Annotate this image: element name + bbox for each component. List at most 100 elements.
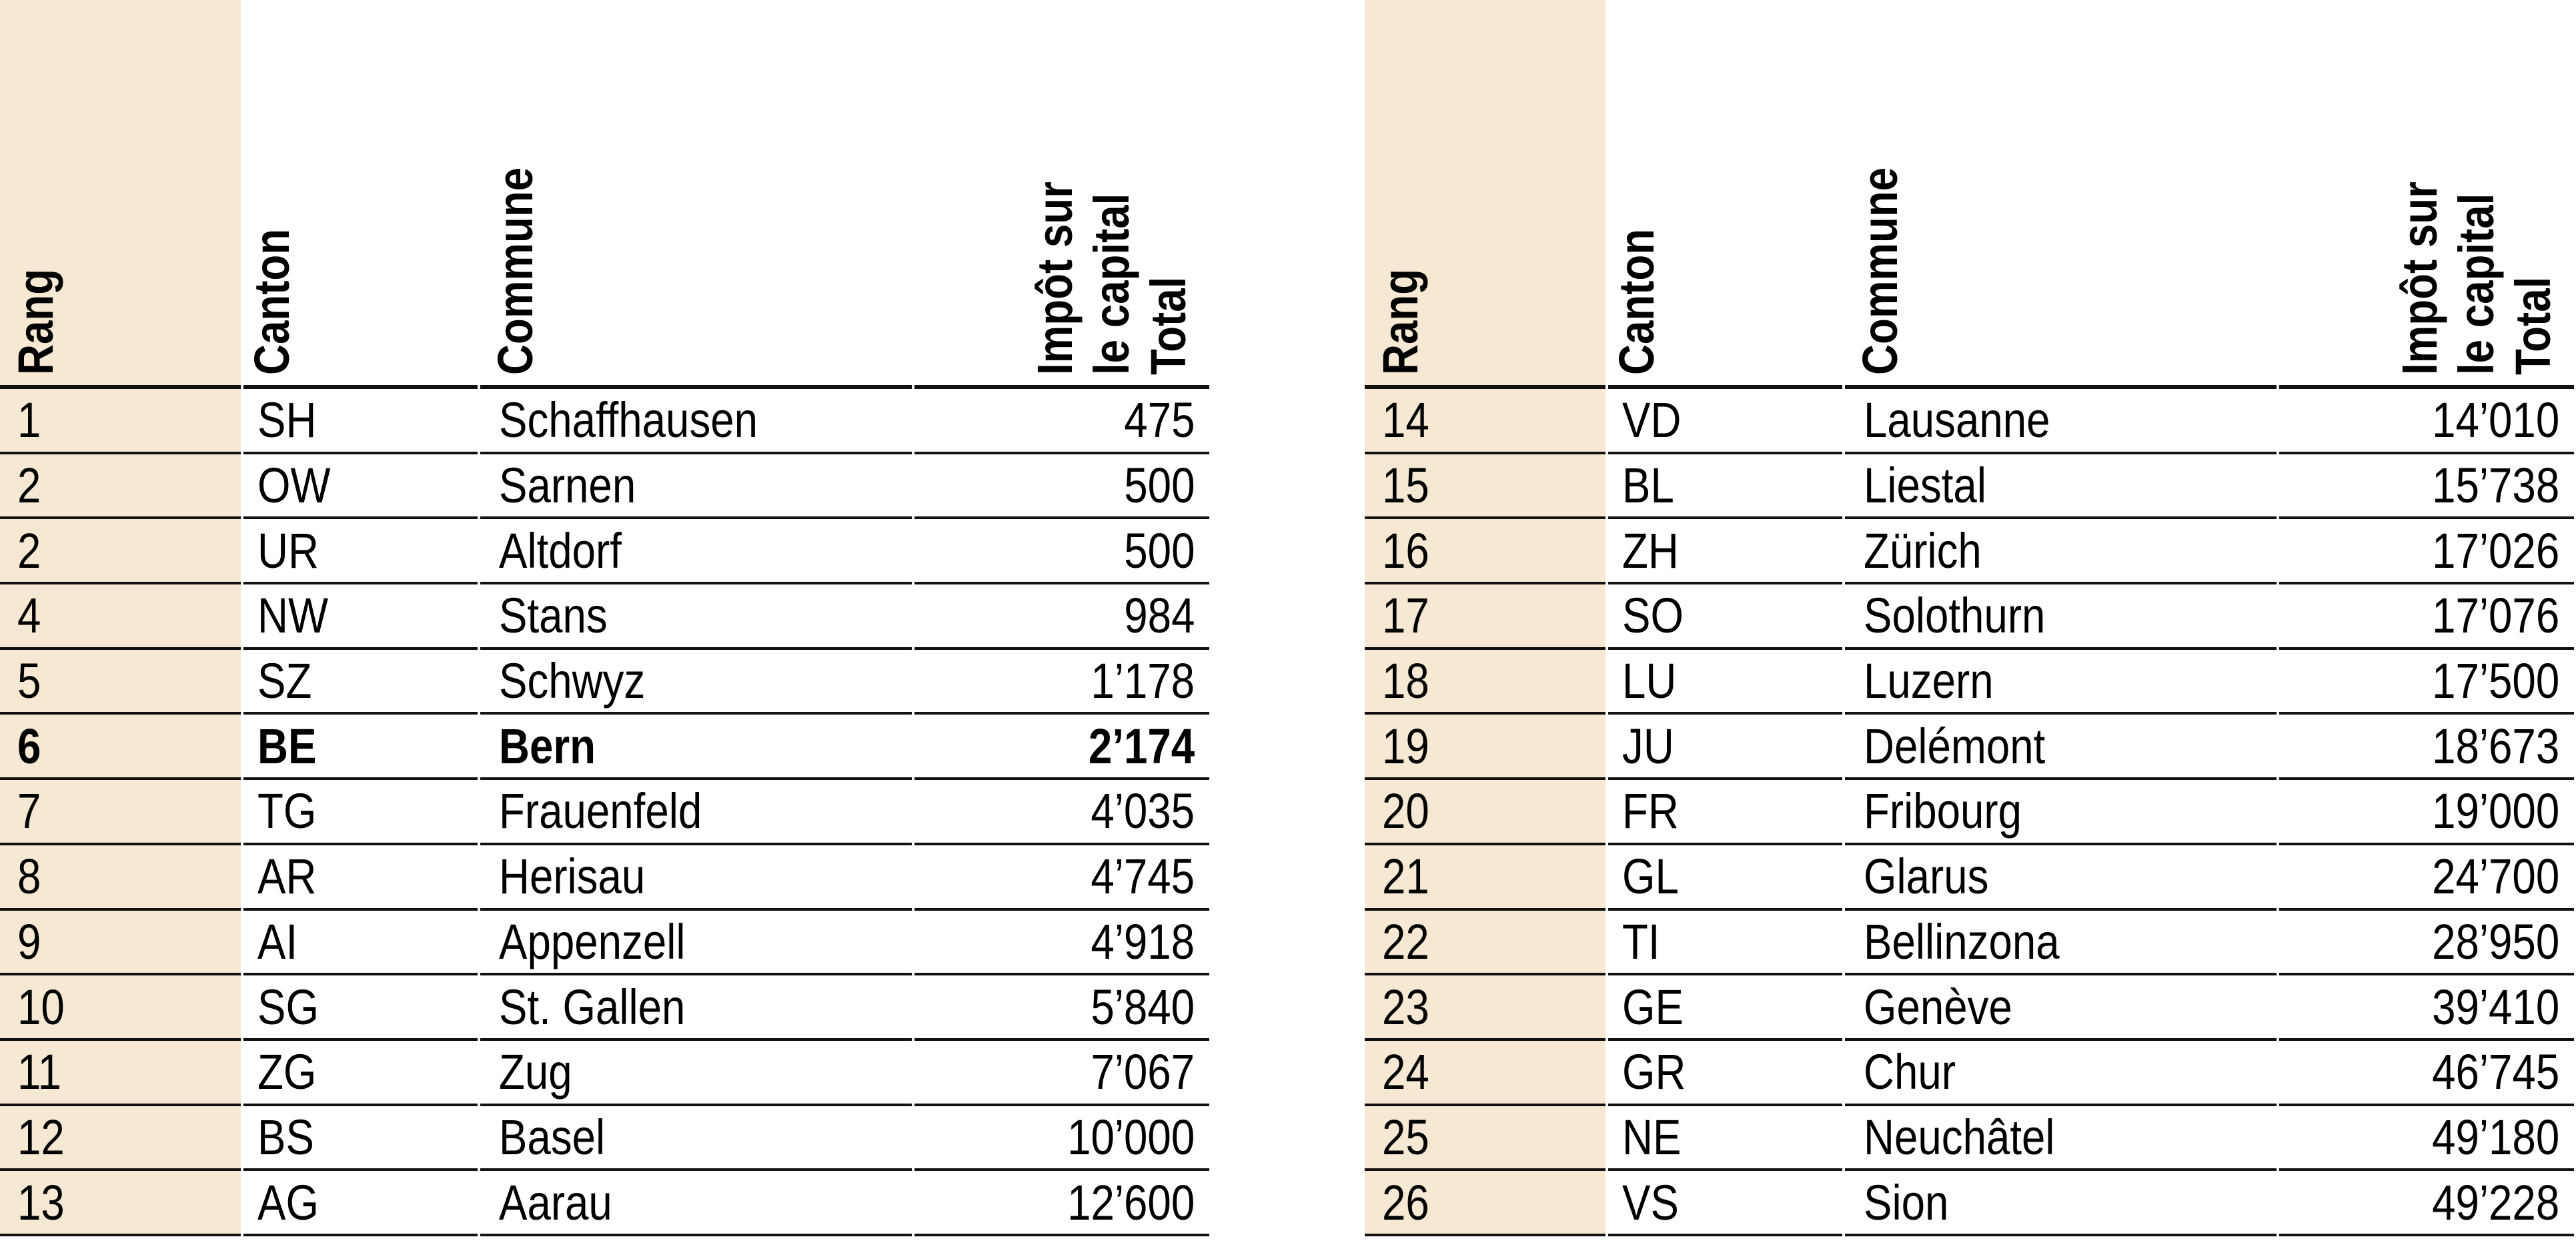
- rank-cell: 18: [1365, 649, 1605, 715]
- rank-value: 18: [1382, 653, 1429, 709]
- rank-value: 16: [1382, 522, 1429, 578]
- canton-cell: ZH: [1608, 519, 1842, 585]
- canton-code: JU: [1622, 718, 1674, 774]
- canton-code: GE: [1622, 979, 1684, 1035]
- canton-code: FR: [1622, 783, 1679, 839]
- rank-value: 11: [17, 1044, 62, 1100]
- table-row: 4 NW Stans 984: [0, 584, 1209, 650]
- rank-value: 9: [17, 913, 41, 969]
- tax-total-value: 14’010: [2431, 392, 2559, 448]
- table-row: 11 ZG Zug 7’067: [0, 1040, 1209, 1106]
- commune-name: Stans: [499, 588, 608, 644]
- tax-total-value: 7’067: [1091, 1044, 1195, 1100]
- canton-cell: SZ: [243, 649, 478, 715]
- rank-cell: 23: [1365, 975, 1605, 1041]
- total-cell: 19’000: [2279, 780, 2574, 845]
- total-cell: 17’026: [2279, 519, 2574, 585]
- rank-value: 7: [17, 783, 41, 839]
- tax-total-value: 5’840: [1091, 979, 1195, 1035]
- rank-value: 14: [1382, 392, 1429, 448]
- table-row: 13 AG Aarau 12’600: [0, 1171, 1209, 1236]
- commune-cell: Schwyz: [480, 649, 912, 715]
- commune-cell: Aarau: [480, 1171, 912, 1236]
- canton-cell: LU: [1608, 649, 1842, 715]
- rank-cell: 24: [1365, 1040, 1605, 1106]
- commune-name: Schaffhausen: [499, 392, 758, 448]
- commune-cell: Delémont: [1845, 715, 2277, 781]
- canton-cell: GR: [1608, 1040, 1842, 1106]
- table-row: 26 VS Sion 49’228: [1365, 1171, 2574, 1236]
- rank-cell: 21: [1365, 845, 1605, 911]
- total-cell: 1’178: [914, 649, 1209, 715]
- header-label-canton: Canton: [244, 228, 299, 375]
- total-cell: 2’174: [914, 715, 1209, 781]
- rank-cell: 13: [0, 1171, 241, 1236]
- rank-cell: 20: [1365, 780, 1605, 845]
- rank-cell: 6: [0, 715, 241, 781]
- commune-name: Chur: [1864, 1044, 1956, 1100]
- canton-cell: GE: [1608, 975, 1842, 1041]
- commune-name: Delémont: [1864, 718, 2046, 774]
- canton-code: LU: [1622, 653, 1677, 709]
- rank-cell: 1: [0, 389, 241, 454]
- canton-cell: SH: [243, 389, 478, 454]
- header-cell-canton: Canton: [1608, 0, 1842, 389]
- table-row: 20 FR Fribourg 19’000: [1365, 780, 2574, 845]
- rank-cell: 17: [1365, 584, 1605, 650]
- header-cell-tax-total: Impôt sur le capital Total: [2279, 0, 2574, 389]
- total-cell: 500: [914, 454, 1209, 520]
- total-cell: 4’745: [914, 845, 1209, 911]
- header-cell-commune: Commune: [480, 0, 912, 389]
- rank-cell: 2: [0, 454, 241, 520]
- table-row: 19 JU Delémont 18’673: [1365, 715, 2574, 781]
- commune-name: Altdorf: [499, 522, 622, 578]
- canton-code: UR: [257, 522, 319, 578]
- table-row: 6 BE Bern 2’174: [0, 715, 1209, 781]
- tax-total-value: 1’178: [1091, 653, 1195, 709]
- tax-total-value: 46’745: [2431, 1044, 2559, 1100]
- table-row: 5 SZ Schwyz 1’178: [0, 649, 1209, 715]
- commune-name: Zürich: [1864, 522, 1982, 578]
- commune-cell: Herisau: [480, 845, 912, 911]
- commune-cell: Genève: [1845, 975, 2277, 1041]
- rank-value: 1: [17, 392, 41, 448]
- table-row: 18 LU Luzern 17’500: [1365, 649, 2574, 715]
- commune-cell: Stans: [480, 584, 912, 650]
- tax-total-value: 500: [1123, 522, 1195, 578]
- commune-name: Schwyz: [499, 653, 646, 709]
- rank-value: 15: [1382, 458, 1429, 514]
- total-cell: 46’745: [2279, 1040, 2574, 1106]
- rank-value: 19: [1382, 718, 1429, 774]
- rank-cell: 26: [1365, 1171, 1605, 1236]
- rank-value: 10: [17, 979, 65, 1035]
- total-cell: 28’950: [2279, 910, 2574, 976]
- canton-code: SH: [257, 392, 317, 448]
- total-cell: 4’918: [914, 910, 1209, 976]
- rank-cell: 2: [0, 519, 241, 585]
- total-cell: 17’500: [2279, 649, 2574, 715]
- commune-cell: Altdorf: [480, 519, 912, 585]
- table-row: 2 UR Altdorf 500: [0, 519, 1209, 585]
- commune-cell: Fribourg: [1845, 780, 2277, 845]
- canton-cell: BS: [243, 1106, 478, 1172]
- commune-name: Genève: [1864, 979, 2012, 1035]
- commune-name: Aarau: [499, 1174, 612, 1230]
- tax-total-value: 17’076: [2431, 588, 2559, 644]
- canton-code: TI: [1622, 913, 1660, 969]
- rank-value: 6: [17, 718, 41, 774]
- commune-cell: Zürich: [1845, 519, 2277, 585]
- table-row: 9 AI Appenzell 4’918: [0, 910, 1209, 976]
- commune-name: St. Gallen: [499, 979, 686, 1035]
- tax-total-value: 17’500: [2431, 653, 2559, 709]
- tax-total-value: 984: [1123, 588, 1195, 644]
- tax-total-value: 19’000: [2431, 783, 2559, 839]
- canton-cell: ZG: [243, 1040, 478, 1106]
- tax-total-value: 475: [1123, 392, 1195, 448]
- commune-cell: Appenzell: [480, 910, 912, 976]
- commune-cell: Sarnen: [480, 454, 912, 520]
- tax-total-value: 24’700: [2431, 849, 2559, 905]
- total-cell: 24’700: [2279, 845, 2574, 911]
- canton-cell: GL: [1608, 845, 1842, 911]
- canton-code: SO: [1622, 588, 1684, 644]
- table-body: 1 SH Schaffhausen 475 2 OW Sarnen 500 2 …: [0, 389, 1209, 1236]
